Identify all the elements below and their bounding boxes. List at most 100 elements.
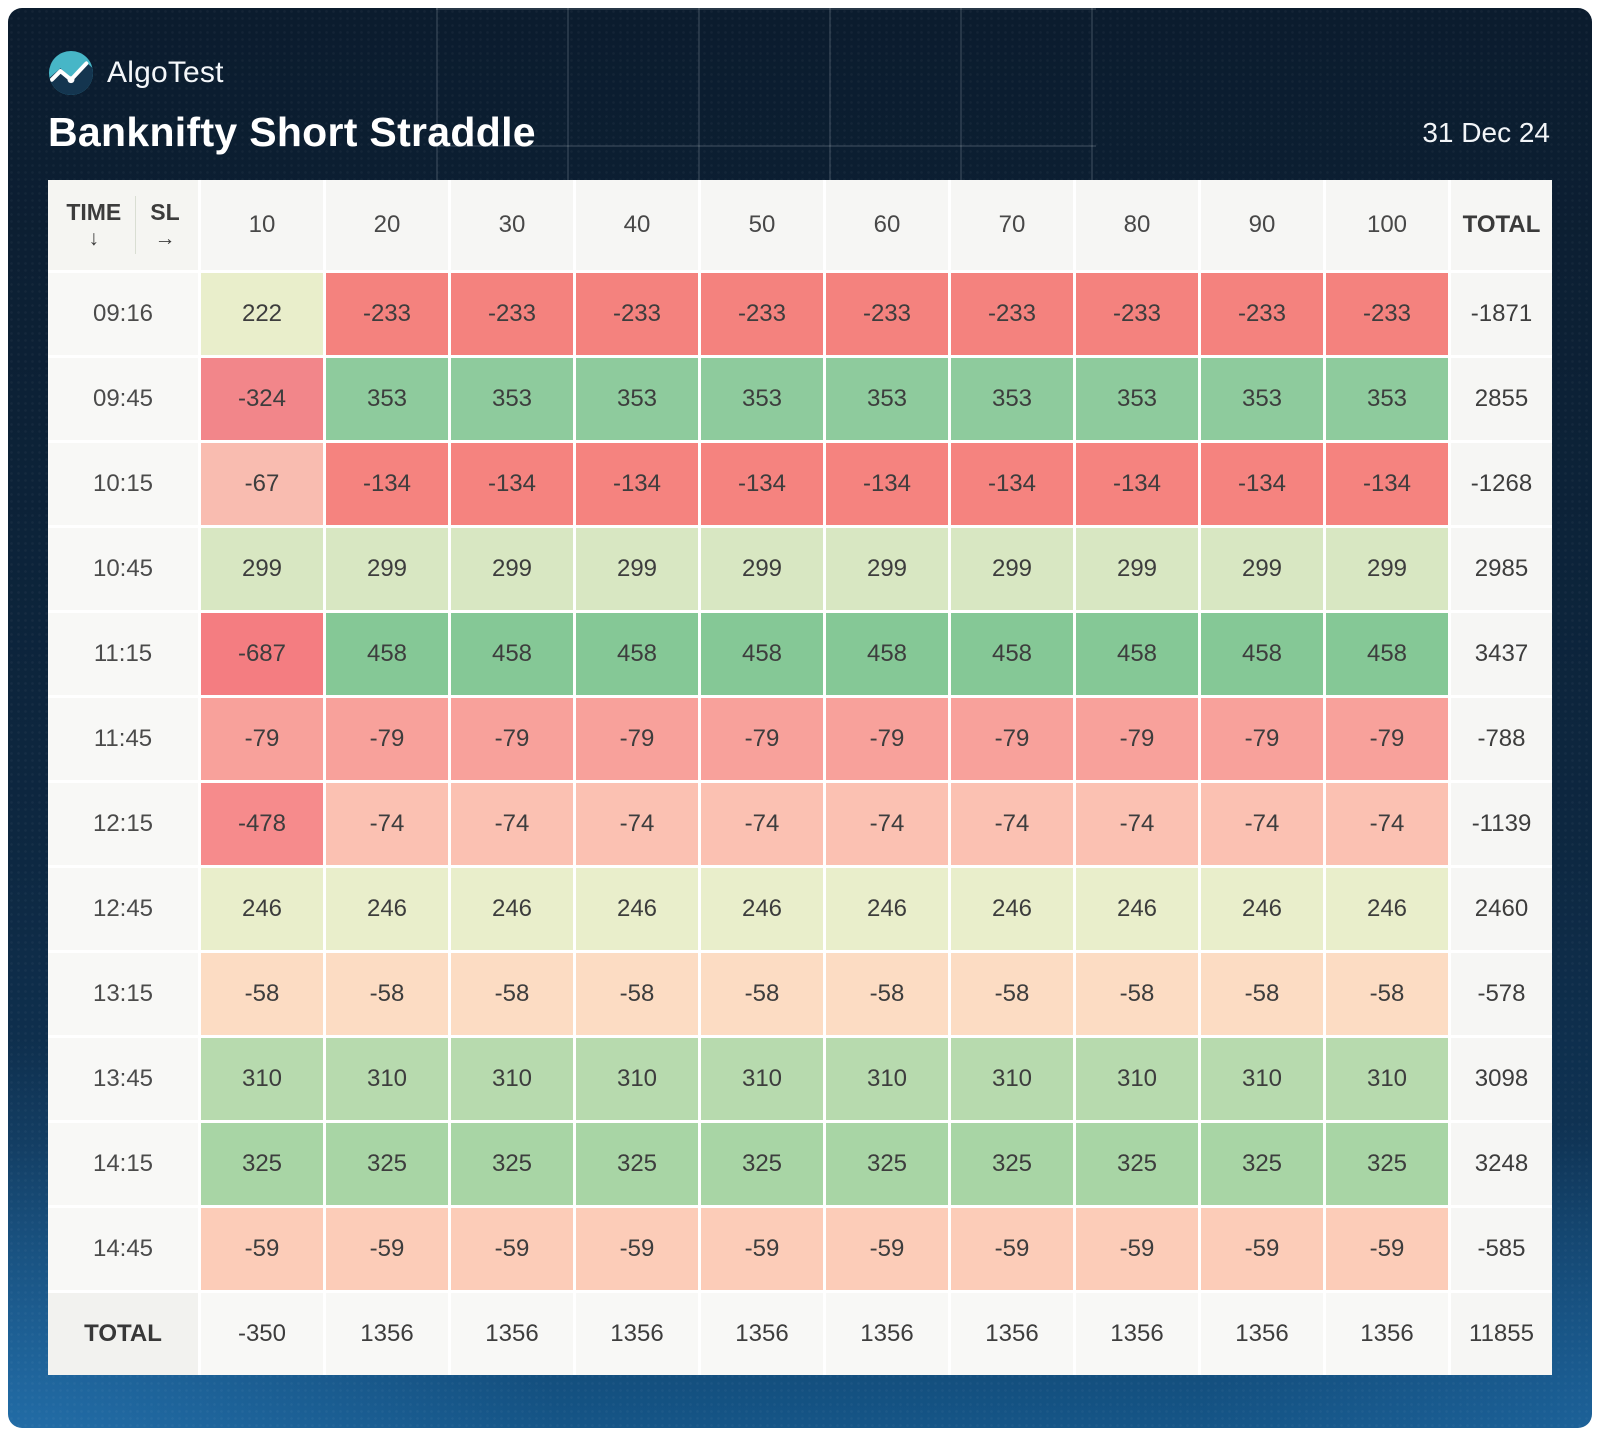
pnl-cell: 246 [1326, 868, 1448, 950]
pnl-cell: -58 [826, 953, 948, 1035]
column-total-cell: 1356 [701, 1293, 823, 1375]
column-total-cell: 1356 [576, 1293, 698, 1375]
title-row: Banknifty Short Straddle 31 Dec 24 [48, 108, 1550, 157]
pnl-cell: -233 [826, 273, 948, 355]
pnl-cell: -134 [1076, 443, 1198, 525]
pnl-cell: -233 [576, 273, 698, 355]
pnl-cell: 310 [951, 1038, 1073, 1120]
pnl-cell: 458 [701, 613, 823, 695]
sl-axis-header: SL → [135, 195, 193, 255]
pnl-cell: 458 [1076, 613, 1198, 695]
pnl-cell: -59 [326, 1208, 448, 1290]
pnl-cell: -59 [826, 1208, 948, 1290]
pnl-cell: -74 [576, 783, 698, 865]
pnl-cell: 458 [826, 613, 948, 695]
pnl-cell: -79 [1201, 698, 1323, 780]
time-row-label: 11:15 [48, 613, 198, 695]
pnl-cell: 458 [451, 613, 573, 695]
pnl-cell: 325 [1201, 1123, 1323, 1205]
pnl-heatmap-table: TIME ↓ SL → 10 20 30 40 50 60 70 80 90 100 TOTAL 09… [48, 180, 1552, 1375]
column-total-cell: 1356 [1326, 1293, 1448, 1375]
pnl-cell: 325 [201, 1123, 323, 1205]
row-total-cell: -1871 [1451, 273, 1552, 355]
pnl-cell: 246 [326, 868, 448, 950]
pnl-cell: -79 [576, 698, 698, 780]
pnl-cell: 246 [1076, 868, 1198, 950]
pnl-cell: -134 [951, 443, 1073, 525]
column-total-cell: 1356 [951, 1293, 1073, 1375]
pnl-cell: -233 [451, 273, 573, 355]
pnl-cell: 353 [1326, 358, 1448, 440]
time-row-label: 10:45 [48, 528, 198, 610]
pnl-cell: -59 [701, 1208, 823, 1290]
pnl-cell: -134 [576, 443, 698, 525]
pnl-cell: 353 [1076, 358, 1198, 440]
right-arrow-icon: → [154, 227, 176, 251]
row-total-cell: 2855 [1451, 358, 1552, 440]
time-row-label: 12:45 [48, 868, 198, 950]
pnl-cell: 246 [201, 868, 323, 950]
pnl-cell: 458 [1201, 613, 1323, 695]
pnl-cell: -59 [951, 1208, 1073, 1290]
pnl-cell: 299 [451, 528, 573, 610]
time-row-label: 14:45 [48, 1208, 198, 1290]
pnl-cell: -74 [1201, 783, 1323, 865]
row-total-cell: -1139 [1451, 783, 1552, 865]
pnl-cell: -79 [201, 698, 323, 780]
pnl-cell: -233 [1076, 273, 1198, 355]
sl-column-header: 10 [201, 180, 323, 270]
column-total-cell: -350 [201, 1293, 323, 1375]
report-card: AlgoTest Banknifty Short Straddle 31 Dec… [8, 8, 1592, 1428]
pnl-cell: -478 [201, 783, 323, 865]
pnl-cell: -59 [576, 1208, 698, 1290]
pnl-cell: 299 [201, 528, 323, 610]
pnl-cell: 299 [1201, 528, 1323, 610]
pnl-cell: 325 [326, 1123, 448, 1205]
time-axis-label: TIME [66, 198, 122, 225]
pnl-cell: 310 [701, 1038, 823, 1120]
pnl-cell: 299 [1326, 528, 1448, 610]
time-row-label: 13:15 [48, 953, 198, 1035]
corner-header-cell: TIME ↓ SL → [48, 180, 198, 270]
column-total-cell: 1356 [1201, 1293, 1323, 1375]
pnl-cell: 458 [951, 613, 1073, 695]
pnl-cell: -79 [1326, 698, 1448, 780]
pnl-cell: -74 [326, 783, 448, 865]
pnl-cell: -59 [451, 1208, 573, 1290]
page-title: Banknifty Short Straddle [48, 109, 536, 155]
pnl-cell: -74 [451, 783, 573, 865]
pnl-cell: -233 [1201, 273, 1323, 355]
row-total-cell: 2985 [1451, 528, 1552, 610]
pnl-cell: 353 [326, 358, 448, 440]
pnl-cell: 353 [951, 358, 1073, 440]
pnl-cell: -74 [701, 783, 823, 865]
row-total-cell: 3098 [1451, 1038, 1552, 1120]
pnl-cell: 325 [576, 1123, 698, 1205]
pnl-cell: -687 [201, 613, 323, 695]
pnl-cell: -59 [201, 1208, 323, 1290]
pnl-cell: 353 [576, 358, 698, 440]
pnl-cell: 310 [451, 1038, 573, 1120]
sl-column-header: 80 [1076, 180, 1198, 270]
pnl-cell: -134 [1326, 443, 1448, 525]
row-total-cell: -788 [1451, 698, 1552, 780]
pnl-cell: 310 [1201, 1038, 1323, 1120]
pnl-cell: -58 [451, 953, 573, 1035]
pnl-cell: 353 [1201, 358, 1323, 440]
pnl-cell: 222 [201, 273, 323, 355]
pnl-cell: -58 [951, 953, 1073, 1035]
column-total-cell: 1356 [1076, 1293, 1198, 1375]
pnl-cell: -58 [1326, 953, 1448, 1035]
pnl-cell: -74 [951, 783, 1073, 865]
pnl-cell: 246 [576, 868, 698, 950]
sl-column-header: 20 [326, 180, 448, 270]
row-total-cell: 3248 [1451, 1123, 1552, 1205]
pnl-cell: 299 [826, 528, 948, 610]
pnl-cell: -79 [951, 698, 1073, 780]
pnl-cell: -134 [826, 443, 948, 525]
pnl-cell: 299 [576, 528, 698, 610]
corner-inner: TIME ↓ SL → [52, 195, 193, 255]
time-row-label: 12:15 [48, 783, 198, 865]
time-row-label: 09:16 [48, 273, 198, 355]
pnl-cell: -324 [201, 358, 323, 440]
